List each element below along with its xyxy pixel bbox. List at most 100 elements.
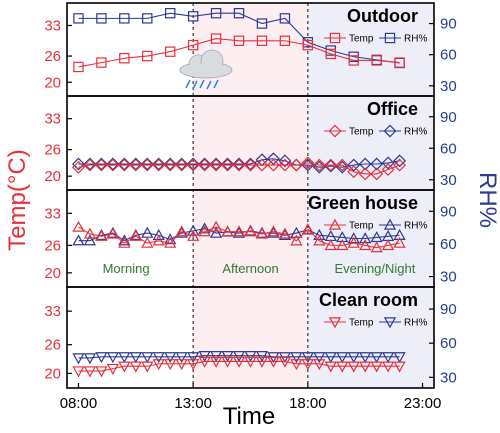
data-point bbox=[232, 157, 246, 171]
legend-entry: Temp bbox=[324, 317, 374, 329]
data-point bbox=[336, 352, 349, 364]
data-point bbox=[328, 124, 342, 138]
data-point bbox=[165, 7, 176, 19]
data-point bbox=[359, 352, 372, 364]
data-point bbox=[198, 225, 211, 237]
data-point bbox=[278, 356, 292, 368]
data-point bbox=[359, 232, 372, 244]
data-point bbox=[72, 157, 85, 171]
data-point bbox=[279, 35, 291, 46]
data-point bbox=[290, 226, 303, 238]
data-point bbox=[221, 225, 234, 237]
data-point bbox=[94, 157, 108, 171]
temp-series-line bbox=[78, 360, 400, 372]
data-point bbox=[394, 57, 405, 68]
data-point bbox=[382, 361, 395, 373]
data-point bbox=[256, 35, 268, 46]
data-point bbox=[186, 158, 200, 172]
data-point bbox=[383, 218, 397, 230]
data-point bbox=[141, 352, 154, 364]
data-point bbox=[336, 239, 349, 251]
data-point bbox=[370, 167, 384, 181]
data-point bbox=[336, 231, 349, 243]
data-point bbox=[301, 223, 314, 235]
data-point bbox=[393, 158, 407, 172]
data-point bbox=[347, 158, 361, 172]
data-point bbox=[209, 220, 223, 232]
data-point bbox=[118, 234, 131, 246]
panel-frame bbox=[66, 286, 435, 389]
data-point bbox=[348, 55, 359, 66]
data-point bbox=[325, 48, 336, 60]
rh-tick-label: 60 bbox=[440, 140, 457, 157]
data-point bbox=[289, 158, 303, 172]
data-point bbox=[209, 157, 223, 171]
temp-tick-label: 33 bbox=[44, 303, 61, 320]
data-point bbox=[119, 53, 130, 64]
legend-entry: RH% bbox=[379, 32, 427, 45]
data-point bbox=[255, 227, 269, 239]
panel-title: Outdoor bbox=[347, 6, 418, 26]
rh-tick-label: 30 bbox=[440, 78, 457, 95]
data-point bbox=[233, 35, 245, 46]
x-tick-label: 13:00 bbox=[174, 395, 212, 412]
data-point bbox=[358, 167, 372, 181]
data-point bbox=[152, 352, 165, 364]
data-point bbox=[347, 236, 360, 248]
data-point bbox=[163, 157, 177, 171]
data-point bbox=[290, 352, 303, 364]
data-point bbox=[302, 39, 314, 51]
data-point bbox=[278, 158, 292, 172]
rh-tick-label: 30 bbox=[440, 172, 457, 189]
data-point bbox=[370, 241, 383, 253]
data-point bbox=[141, 361, 154, 373]
legend-entry: Temp bbox=[324, 218, 374, 232]
data-point bbox=[328, 317, 342, 329]
data-point bbox=[290, 359, 303, 371]
temp-tick-label: 20 bbox=[44, 74, 61, 91]
data-point bbox=[255, 356, 269, 368]
data-point bbox=[393, 154, 407, 168]
data-point bbox=[72, 353, 85, 365]
period-label-evening: Evening/Night bbox=[334, 261, 415, 276]
data-point bbox=[117, 158, 131, 172]
x-tick-label: 18:00 bbox=[289, 395, 327, 412]
rain-drop bbox=[185, 79, 191, 89]
temp-tick-label: 20 bbox=[44, 265, 61, 282]
temp-tick-label: 26 bbox=[44, 142, 61, 159]
data-point bbox=[347, 352, 360, 364]
y-axis-label-right: RH% bbox=[474, 172, 500, 228]
data-point bbox=[336, 361, 349, 373]
data-point bbox=[187, 224, 200, 236]
data-point bbox=[301, 352, 314, 364]
data-point bbox=[358, 157, 372, 171]
data-point bbox=[163, 158, 177, 172]
data-point bbox=[152, 359, 165, 371]
data-point bbox=[209, 356, 223, 368]
data-point bbox=[72, 234, 85, 246]
data-point bbox=[290, 234, 303, 246]
data-point bbox=[175, 225, 188, 237]
data-point bbox=[198, 222, 211, 234]
temp-tick-label: 26 bbox=[44, 337, 61, 354]
data-point bbox=[95, 352, 108, 364]
data-point bbox=[221, 356, 234, 368]
data-point bbox=[129, 229, 142, 241]
data-point bbox=[152, 234, 165, 246]
legend-label: RH% bbox=[404, 221, 427, 232]
data-point bbox=[359, 239, 372, 251]
data-point bbox=[209, 158, 223, 172]
data-point bbox=[324, 159, 338, 173]
data-point bbox=[371, 55, 382, 66]
legend-entry: Temp bbox=[324, 32, 374, 45]
data-point bbox=[83, 227, 97, 239]
panel-title: Office bbox=[367, 99, 418, 119]
data-point bbox=[267, 225, 280, 237]
temp-tick-label: 33 bbox=[44, 17, 61, 34]
y-axis-label-left: Temp(°C) bbox=[4, 149, 31, 251]
data-point bbox=[255, 158, 269, 172]
rh-tick-label: 30 bbox=[440, 269, 457, 286]
data-point bbox=[209, 351, 223, 363]
rain-cloud-icon bbox=[179, 49, 233, 90]
data-point bbox=[72, 160, 85, 174]
